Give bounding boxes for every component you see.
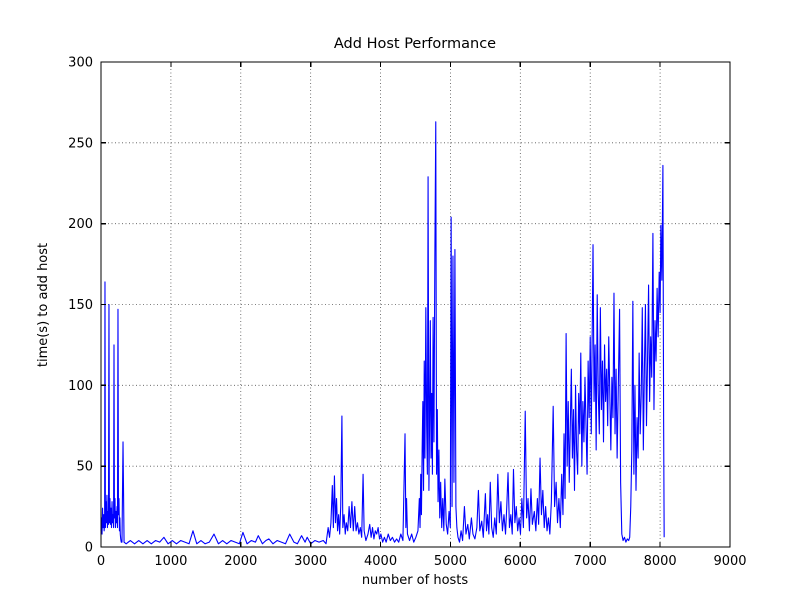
x-axis-label: number of hosts (362, 573, 469, 588)
x-tick-label: 1000 (154, 554, 187, 569)
x-tick-label: 6000 (504, 554, 537, 569)
x-tick-label: 9000 (713, 554, 746, 569)
x-tick-label: 0 (97, 554, 105, 569)
y-tick-labels: 0 50 100 150 200 250 300 (68, 56, 93, 556)
x-tick-label: 5000 (434, 554, 467, 569)
x-tick-label: 7000 (574, 554, 607, 569)
tick-marks (100, 61, 731, 548)
y-tick-label: 150 (68, 298, 93, 313)
x-tick-label: 8000 (644, 554, 677, 569)
x-tick-label: 2000 (224, 554, 257, 569)
x-tick-labels: 0 1000 2000 3000 4000 5000 6000 7000 8000 9000 (97, 554, 747, 569)
y-tick-label: 50 (76, 460, 93, 475)
y-tick-label: 300 (68, 56, 93, 71)
series-line (100, 121, 665, 545)
y-tick-label: 250 (68, 136, 93, 151)
chart-title: Add Host Performance (334, 36, 496, 52)
y-tick-label: 0 (85, 541, 93, 556)
x-tick-label: 4000 (364, 554, 397, 569)
y-axis-label: time(s) to add host (36, 243, 51, 367)
y-tick-label: 100 (68, 379, 93, 394)
x-tick-label: 3000 (294, 554, 327, 569)
y-tick-label: 200 (68, 217, 93, 232)
